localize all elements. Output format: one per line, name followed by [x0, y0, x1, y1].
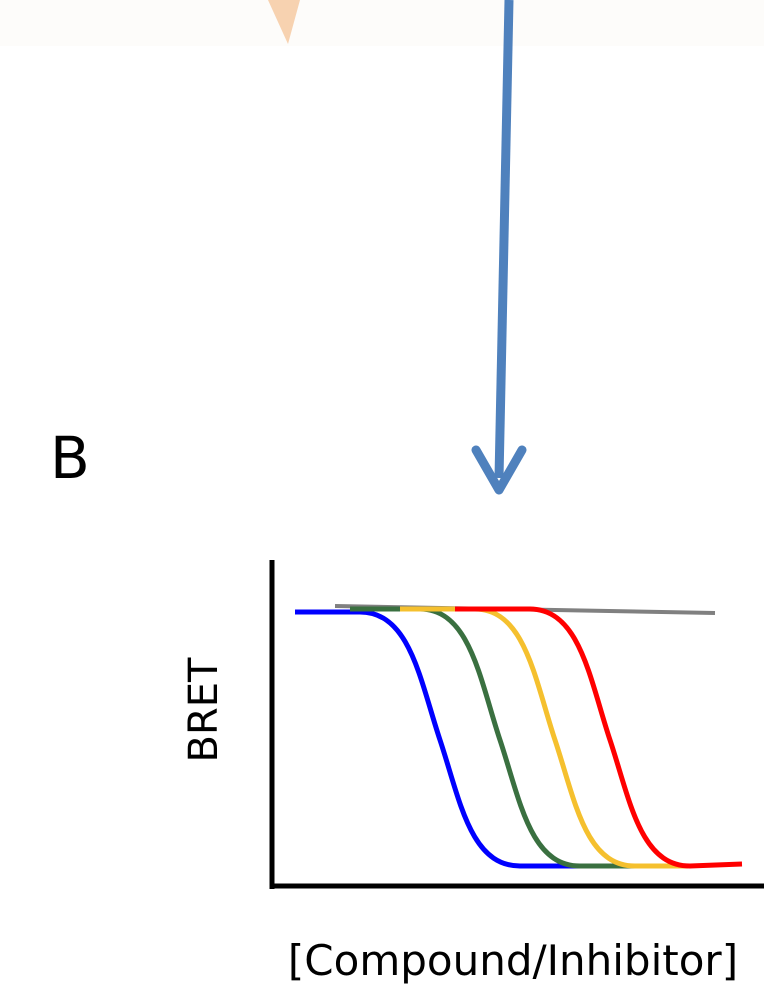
- curve-yellow: [400, 606, 688, 869]
- panel-label: B: [50, 424, 90, 492]
- arrow-head: [471, 445, 527, 495]
- orange-shape: [268, 0, 300, 44]
- top-strip: [0, 0, 764, 46]
- y-axis-label: BRET: [181, 657, 227, 763]
- curve-red: [455, 606, 743, 869]
- curve-green: [350, 606, 635, 869]
- curve-blue: [295, 609, 580, 869]
- x-axis-label: [Compound/Inhibitor]: [288, 936, 738, 985]
- arrow-shaft: [494, 0, 514, 479]
